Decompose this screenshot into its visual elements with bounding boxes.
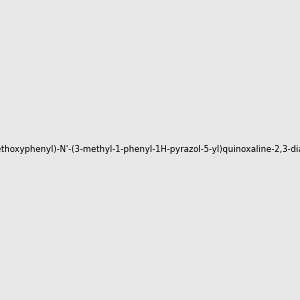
Text: N-(4-ethoxyphenyl)-N'-(3-methyl-1-phenyl-1H-pyrazol-5-yl)quinoxaline-2,3-diamine: N-(4-ethoxyphenyl)-N'-(3-methyl-1-phenyl… <box>0 146 300 154</box>
